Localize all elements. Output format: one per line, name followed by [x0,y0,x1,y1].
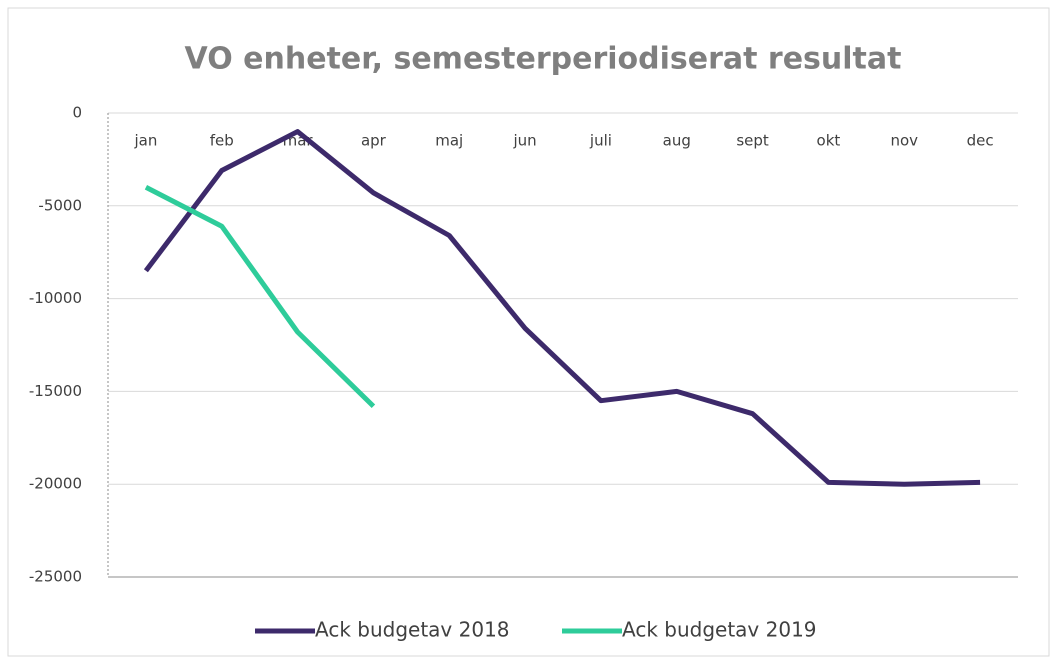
legend-label: Ack budgetav 2019 [622,618,817,642]
y-tick-label: -5000 [38,196,82,214]
y-tick-label: 0 [72,104,82,122]
x-tick-label: maj [435,132,463,150]
chart-title: VO enheter, semesterperiodiserat resulta… [185,42,902,77]
x-tick-label: sept [736,132,769,150]
x-tick-label: jun [512,132,536,150]
x-tick-label: juli [589,132,612,150]
y-tick-label: -15000 [29,382,82,400]
x-tick-label: aug [663,132,691,150]
y-tick-label: -20000 [29,475,82,493]
x-tick-label: okt [817,132,841,150]
data-line [143,129,981,487]
x-tick-label: dec [967,132,994,150]
x-tick-label: nov [890,132,918,150]
y-tick-label: -25000 [29,568,82,586]
x-tick-label: jan [133,132,157,150]
x-tick-label: feb [210,132,234,150]
legend-label: Ack budgetav 2018 [315,618,510,642]
y-tick-label: -10000 [29,289,82,307]
x-tick-label: apr [361,132,387,150]
data-line [144,185,376,409]
